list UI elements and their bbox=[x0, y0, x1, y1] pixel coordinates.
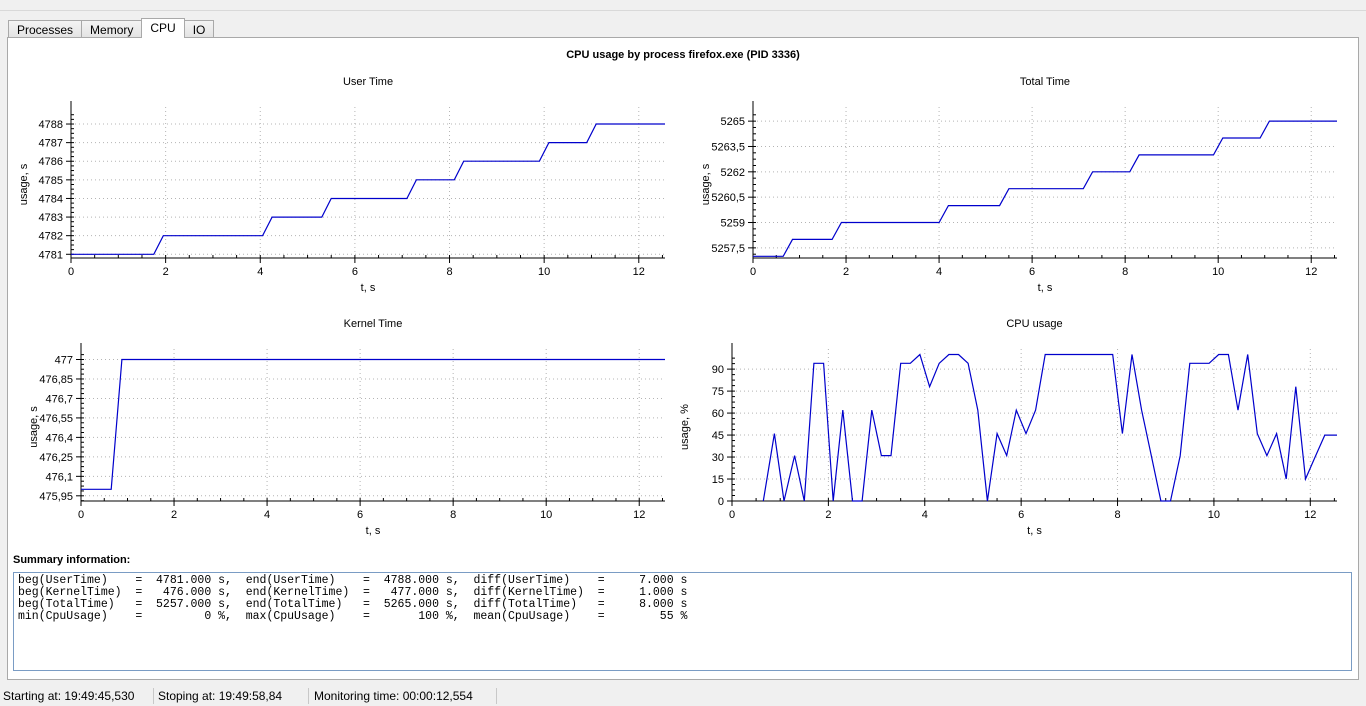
y-tick-label: 476,7 bbox=[45, 393, 73, 405]
series-line bbox=[71, 123, 665, 255]
x-tick-label: 6 bbox=[357, 509, 363, 521]
status-monitoring-time: Monitoring time: 00:00:12,554 bbox=[314, 689, 473, 703]
y-tick-label: 476,55 bbox=[39, 413, 73, 425]
y-tick-label: 476,25 bbox=[39, 452, 73, 464]
y-tick-label: 30 bbox=[712, 452, 724, 464]
x-tick-label: 4 bbox=[257, 266, 263, 278]
x-tick-label: 12 bbox=[633, 266, 645, 278]
series-line bbox=[81, 358, 665, 490]
tab-memory[interactable]: Memory bbox=[81, 20, 143, 38]
chart-cpu-usage: CPU usage 0 2 4 6 8 10 12 0 15 30 45 60 75 90 t, s usage… bbox=[679, 318, 1337, 537]
y-tick-label: 5259 bbox=[721, 218, 745, 230]
tab-io[interactable]: IO bbox=[183, 20, 215, 38]
x-tick-label: 2 bbox=[163, 266, 169, 278]
y-tick-label: 5262 bbox=[721, 167, 745, 179]
status-bar: Starting at: 19:49:45,530 Stoping at: 19… bbox=[0, 686, 1366, 706]
y-tick-label: 4784 bbox=[39, 193, 63, 205]
y-tick-label: 45 bbox=[712, 430, 724, 442]
x-tick-label: 4 bbox=[264, 509, 270, 521]
y-tick-label: 4786 bbox=[39, 156, 63, 168]
x-tick-label: 0 bbox=[78, 509, 84, 521]
chart-title: User Time bbox=[343, 76, 393, 88]
x-axis-label: t, s bbox=[366, 525, 381, 537]
y-tick-label: 60 bbox=[712, 408, 724, 420]
y-tick-label: 4781 bbox=[39, 249, 63, 261]
x-tick-label: 8 bbox=[1114, 509, 1120, 521]
x-tick-label: 10 bbox=[1208, 509, 1220, 521]
page-title: CPU usage by process firefox.exe (PID 33… bbox=[566, 49, 800, 61]
y-tick-label: 4782 bbox=[39, 231, 63, 243]
summary-line: min(CpuUsage) = 0 %, max(CpuUsage) = 100… bbox=[18, 610, 688, 623]
y-tick-label: 477 bbox=[55, 354, 73, 366]
status-separator bbox=[308, 688, 309, 704]
x-tick-label: 0 bbox=[68, 266, 74, 278]
status-separator bbox=[496, 688, 497, 704]
x-tick-label: 8 bbox=[450, 509, 456, 521]
x-tick-label: 10 bbox=[1212, 266, 1224, 278]
y-tick-label: 4787 bbox=[39, 138, 63, 150]
series-line bbox=[762, 353, 1337, 502]
y-tick-label: 15 bbox=[712, 474, 724, 486]
x-tick-label: 2 bbox=[825, 509, 831, 521]
x-axis-label: t, s bbox=[1027, 525, 1042, 537]
chart-title: Total Time bbox=[1020, 76, 1070, 88]
summary-label: Summary information: bbox=[13, 554, 131, 566]
x-tick-label: 6 bbox=[1029, 266, 1035, 278]
y-tick-label: 90 bbox=[712, 364, 724, 376]
y-tick-label: 4788 bbox=[39, 119, 63, 131]
summary-text-box[interactable]: beg(UserTime) = 4781.000 s, end(UserTime… bbox=[13, 572, 1352, 671]
y-axis-label: usage, s bbox=[18, 163, 30, 205]
x-tick-label: 0 bbox=[729, 509, 735, 521]
y-tick-label: 476,4 bbox=[45, 432, 73, 444]
y-tick-label: 75 bbox=[712, 386, 724, 398]
summary-line: beg(TotalTime) = 5257.000 s, end(TotalTi… bbox=[18, 598, 688, 611]
x-tick-label: 10 bbox=[538, 266, 550, 278]
x-tick-label: 10 bbox=[540, 509, 552, 521]
x-tick-label: 2 bbox=[171, 509, 177, 521]
x-tick-label: 12 bbox=[633, 509, 645, 521]
x-tick-label: 12 bbox=[1305, 266, 1317, 278]
series-line bbox=[753, 120, 1337, 257]
x-axis-label: t, s bbox=[1038, 282, 1053, 294]
y-tick-label: 476,85 bbox=[39, 374, 73, 386]
status-stop-time: Stoping at: 19:49:58,84 bbox=[158, 689, 283, 703]
status-separator bbox=[153, 688, 154, 704]
y-tick-label: 5260,5 bbox=[711, 192, 745, 204]
summary-line: beg(UserTime) = 4781.000 s, end(UserTime… bbox=[18, 574, 688, 587]
x-axis-label: t, s bbox=[361, 282, 376, 294]
tab-bar: Processes Memory CPU IO bbox=[8, 18, 215, 38]
y-tick-label: 475,95 bbox=[39, 491, 73, 503]
y-tick-label: 0 bbox=[718, 496, 724, 508]
chart-title: CPU usage bbox=[1006, 318, 1062, 330]
x-tick-label: 2 bbox=[843, 266, 849, 278]
tab-cpu[interactable]: CPU bbox=[141, 18, 185, 38]
summary-line: beg(KernelTime) = 476.000 s, end(KernelT… bbox=[18, 586, 688, 599]
x-tick-label: 4 bbox=[936, 266, 942, 278]
y-tick-label: 5257,5 bbox=[711, 243, 745, 255]
y-axis-label: usage, s bbox=[700, 163, 712, 205]
x-tick-label: 6 bbox=[352, 266, 358, 278]
x-tick-label: 6 bbox=[1018, 509, 1024, 521]
x-tick-label: 12 bbox=[1304, 509, 1316, 521]
x-tick-label: 8 bbox=[1122, 266, 1128, 278]
status-start-time: Starting at: 19:49:45,530 bbox=[3, 689, 135, 703]
y-axis-label: usage, % bbox=[679, 404, 691, 450]
chart-title: Kernel Time bbox=[344, 318, 403, 330]
x-tick-label: 8 bbox=[446, 266, 452, 278]
chart-user-time: User Time 0 2 4 6 8 10 12 4781 4782 4783 4784 4785 47… bbox=[18, 76, 665, 294]
chart-total-time: Total Time 0 2 4 6 8 10 12 5257,5 5259 5260,5 5262 5… bbox=[700, 76, 1337, 294]
y-tick-label: 4785 bbox=[39, 175, 63, 187]
y-tick-label: 5265 bbox=[721, 116, 745, 128]
y-tick-label: 5263,5 bbox=[711, 141, 745, 153]
chart-kernel-time: Kernel Time 0 2 4 6 8 10 12 475,95 476,1 476,25 476… bbox=[28, 318, 665, 537]
x-tick-label: 4 bbox=[922, 509, 928, 521]
y-tick-label: 4783 bbox=[39, 212, 63, 224]
tab-processes[interactable]: Processes bbox=[8, 20, 83, 38]
y-axis-label: usage, s bbox=[28, 406, 40, 448]
y-tick-label: 476,1 bbox=[45, 471, 73, 483]
window-top-strip bbox=[0, 0, 1366, 11]
x-tick-label: 0 bbox=[750, 266, 756, 278]
cpu-tab-panel: CPU usage by process firefox.exe (PID 33… bbox=[7, 37, 1359, 680]
